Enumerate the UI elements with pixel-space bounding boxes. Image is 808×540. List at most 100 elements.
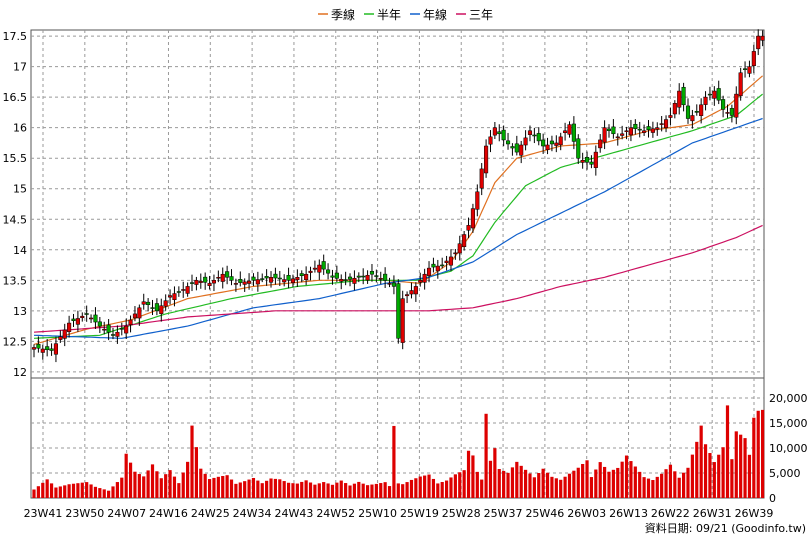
x-tick-label: 25W46 xyxy=(525,507,564,520)
volume-bar xyxy=(41,482,45,498)
x-tick-label: 24W07 xyxy=(107,507,146,520)
candle-body xyxy=(198,281,203,283)
volume-bar xyxy=(58,486,62,498)
candle-body xyxy=(734,93,739,118)
price-tick-label: 14.5 xyxy=(3,213,28,226)
volume-bar xyxy=(537,473,541,498)
candle-body xyxy=(163,300,168,307)
candle-body xyxy=(606,128,612,131)
volume-bar xyxy=(85,482,89,498)
volume-bar xyxy=(286,482,291,498)
candle-body xyxy=(501,129,506,141)
candle-body xyxy=(580,159,585,163)
x-tick-label: 26W03 xyxy=(567,507,606,520)
candle-body xyxy=(426,267,432,276)
candle-body xyxy=(194,280,199,285)
volume-bar xyxy=(107,490,111,498)
price-axis: 12 12.5 13 13.5 14 14.5 15 15.5 16 16.5 17 17.5 xyxy=(3,30,28,379)
volume-tick-label: 0 xyxy=(769,492,776,505)
volume-bar xyxy=(155,471,159,498)
volume-bar xyxy=(98,488,102,498)
candle-body xyxy=(295,277,300,281)
volume-bar xyxy=(515,461,519,498)
volume-bar xyxy=(203,473,207,498)
candle-body xyxy=(418,280,423,283)
candle-body xyxy=(211,280,217,284)
price-tick-label: 14 xyxy=(13,244,27,257)
candle-body xyxy=(260,278,265,280)
volume-bar xyxy=(247,479,251,498)
volume-bar xyxy=(506,472,510,498)
candle-body xyxy=(339,279,344,282)
candle-body xyxy=(308,270,313,273)
volume-bar xyxy=(216,476,220,498)
candle-body xyxy=(541,139,546,147)
volume-bar xyxy=(401,484,405,498)
volume-bar xyxy=(423,475,427,498)
volume-bar xyxy=(721,447,725,498)
candle-body xyxy=(655,127,660,130)
volume-bar xyxy=(361,483,365,498)
volume-bar xyxy=(212,477,216,498)
candle-body xyxy=(519,144,524,156)
candle-body xyxy=(317,264,322,273)
volume-bar xyxy=(181,472,185,498)
volume-bar xyxy=(111,486,115,498)
candle-body xyxy=(304,273,309,281)
candle-body xyxy=(712,90,717,99)
volume-tick-label: 10,000 xyxy=(769,442,808,455)
candle-body xyxy=(128,319,133,325)
volume-bar xyxy=(471,455,475,498)
candle-body xyxy=(225,271,230,278)
volume-bar xyxy=(576,467,580,498)
volume-bar xyxy=(352,483,357,498)
candle-body xyxy=(672,103,677,115)
candle-body xyxy=(330,275,335,278)
x-tick-label: 26W39 xyxy=(735,507,774,520)
legend-label-3year: 三年 xyxy=(469,8,493,22)
volume-bar xyxy=(488,460,493,498)
x-tick-label: 26W31 xyxy=(693,507,732,520)
volume-bar xyxy=(229,479,234,498)
price-tick-label: 15.5 xyxy=(3,152,28,165)
volume-bar xyxy=(387,486,392,498)
volume-bar xyxy=(379,483,383,498)
candle-body xyxy=(233,283,238,285)
volume-bar xyxy=(502,470,506,498)
volume-bar xyxy=(690,454,694,498)
volume-bar xyxy=(559,479,563,498)
candle-body xyxy=(492,127,497,136)
volume-bar xyxy=(207,479,212,498)
candle-body xyxy=(751,51,756,66)
candle-body xyxy=(119,328,124,330)
candle-body xyxy=(374,275,379,277)
candle-body xyxy=(273,273,278,279)
volume-tick-label: 5,000 xyxy=(769,467,801,480)
candle-body xyxy=(536,133,541,142)
candle-body xyxy=(150,307,155,309)
candle-body xyxy=(479,168,484,189)
volume-bar xyxy=(756,410,760,498)
candle-body xyxy=(168,295,173,298)
candle-body xyxy=(326,269,331,274)
volume-bar xyxy=(282,481,286,498)
candle-body xyxy=(440,264,445,267)
volume-bar xyxy=(278,479,282,498)
candle-body xyxy=(497,131,502,135)
candle-body xyxy=(707,93,712,96)
candle-body xyxy=(369,271,375,275)
volume-axis: 0 5,000 10,000 15,000 20,000 xyxy=(769,392,808,505)
volume-bar xyxy=(124,453,128,498)
volume-bar xyxy=(572,470,576,498)
x-tick-label: 24W34 xyxy=(233,507,272,520)
candle-body xyxy=(277,277,282,280)
candle-body xyxy=(475,191,480,210)
candle-body xyxy=(268,277,274,283)
volume-bar xyxy=(238,482,242,498)
volume-bar xyxy=(164,474,168,498)
volume-bar xyxy=(462,470,466,498)
volume-bar xyxy=(699,425,703,498)
candle-body xyxy=(602,127,607,143)
candle-body xyxy=(89,317,94,320)
candle-body xyxy=(633,123,638,129)
